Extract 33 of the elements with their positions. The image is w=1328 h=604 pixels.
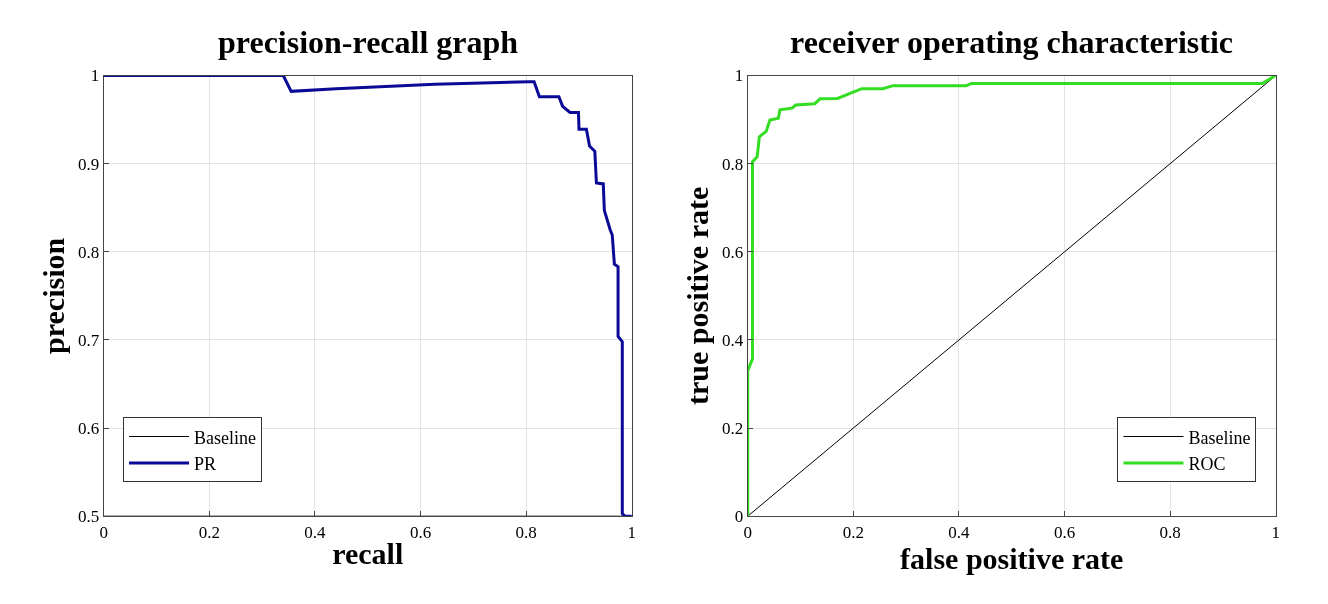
x-tick-label: 0.6	[409, 522, 432, 542]
chart-title: receiver operating characteristic	[790, 24, 1234, 60]
x-axis-title: recall	[332, 537, 404, 571]
chart-title: precision-recall graph	[218, 24, 519, 60]
y-tick-label: 0.7	[78, 330, 100, 350]
line-series	[103, 75, 632, 517]
x-tick-label: 1	[1271, 522, 1281, 542]
legend-label: Baseline	[1188, 427, 1251, 448]
y-tick-label: 0.6	[722, 242, 744, 262]
y-axis-title: precision	[37, 237, 71, 354]
y-tick-label: 0.8	[78, 242, 100, 262]
x-tick-label: 0.4	[304, 522, 327, 542]
y-tick-label: 0.8	[722, 154, 744, 174]
legend-label: ROC	[1188, 453, 1226, 474]
y-tick-label: 0.4	[722, 330, 744, 350]
x-axis-title: false positive rate	[900, 541, 1124, 575]
y-tick-label: 0.2	[722, 419, 744, 439]
x-tick-label: 0.2	[842, 522, 864, 542]
x-tick-label: 0.8	[515, 522, 537, 542]
x-tick-label: 0.2	[198, 522, 220, 542]
y-tick-label: 0.6	[78, 419, 100, 439]
legend-label: Baseline	[194, 427, 257, 448]
y-tick-label: 1	[734, 66, 744, 86]
x-tick-label: 0.6	[1053, 522, 1076, 542]
y-tick-label: 0.5	[78, 507, 100, 527]
y-axis-title: true positive rate	[681, 186, 715, 405]
y-tick-label: 0.9	[78, 154, 100, 174]
x-tick-label: 1	[627, 522, 637, 542]
x-tick-label: 0.8	[1159, 522, 1181, 542]
x-tick-label: 0.4	[948, 522, 971, 542]
y-tick-label: 1	[90, 66, 100, 86]
y-tick-label: 0	[734, 507, 744, 527]
legend-label: PR	[194, 453, 217, 474]
